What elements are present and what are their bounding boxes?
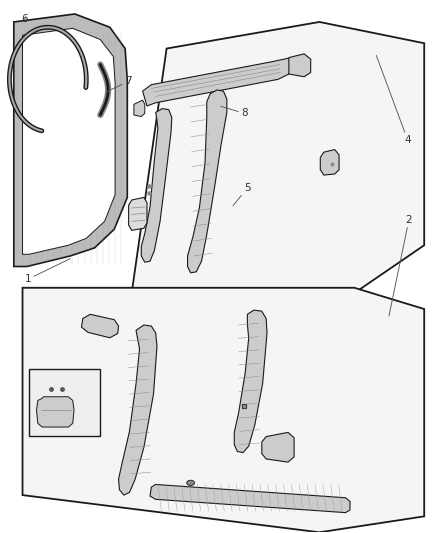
- Ellipse shape: [187, 480, 194, 486]
- Text: 2: 2: [389, 215, 412, 316]
- Polygon shape: [81, 314, 119, 338]
- Polygon shape: [187, 90, 227, 273]
- Text: 4: 4: [376, 55, 411, 145]
- Polygon shape: [22, 288, 424, 532]
- Polygon shape: [36, 397, 74, 427]
- Polygon shape: [234, 310, 267, 453]
- Text: 5: 5: [233, 183, 251, 206]
- Polygon shape: [141, 109, 172, 262]
- Polygon shape: [119, 325, 157, 495]
- Text: 1: 1: [25, 259, 70, 284]
- Polygon shape: [143, 58, 293, 106]
- Text: 7: 7: [107, 77, 131, 92]
- Polygon shape: [29, 368, 100, 435]
- Polygon shape: [150, 484, 350, 513]
- Text: 6: 6: [21, 14, 28, 25]
- Polygon shape: [129, 197, 147, 230]
- Polygon shape: [14, 14, 127, 266]
- Polygon shape: [262, 432, 294, 462]
- Polygon shape: [22, 28, 115, 254]
- Polygon shape: [289, 54, 311, 77]
- Polygon shape: [134, 100, 145, 117]
- Text: 8: 8: [221, 106, 247, 118]
- Polygon shape: [132, 22, 424, 293]
- Polygon shape: [320, 150, 339, 175]
